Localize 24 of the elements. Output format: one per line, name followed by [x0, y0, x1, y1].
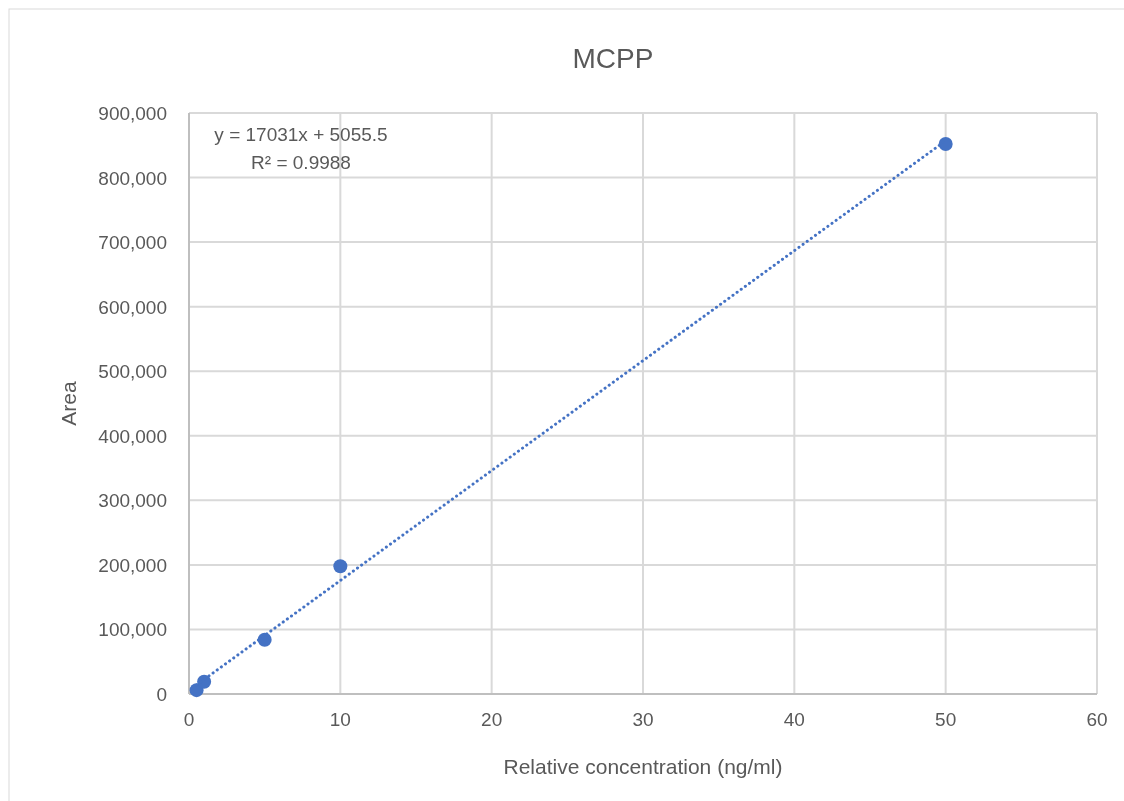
y-tick-label: 700,000 — [98, 232, 167, 254]
y-tick-label: 100,000 — [98, 619, 167, 641]
annotation: R² = 0.9988 — [251, 152, 351, 173]
chart-title: MCPP — [572, 43, 654, 74]
annotation: y = 17031x + 5055.5 — [214, 124, 388, 145]
x-tick-label: 60 — [1086, 709, 1108, 730]
x-axis-title: Relative concentration (ng/ml) — [503, 755, 783, 778]
y-axis-title: Area — [57, 381, 80, 426]
x-tick-label: 30 — [632, 709, 654, 730]
y-tick-label: 800,000 — [98, 167, 167, 189]
point — [938, 136, 953, 151]
x-tick-label: 0 — [183, 709, 195, 730]
y-tick-label: 500,000 — [98, 361, 167, 383]
x-tick-label: 10 — [329, 709, 351, 730]
y-tick-label: 0 — [156, 684, 167, 705]
y-tick-label: 900,000 — [98, 103, 167, 124]
x-tick-label: 20 — [481, 709, 503, 730]
x-tick-label: 40 — [783, 709, 805, 730]
y-tick-label: 200,000 — [98, 554, 167, 576]
y-tick-label: 600,000 — [98, 296, 167, 318]
x-tick-label: 50 — [935, 709, 957, 730]
point — [333, 559, 348, 574]
y-tick-label: 400,000 — [98, 425, 167, 447]
y-tick-label: 300,000 — [98, 490, 167, 512]
